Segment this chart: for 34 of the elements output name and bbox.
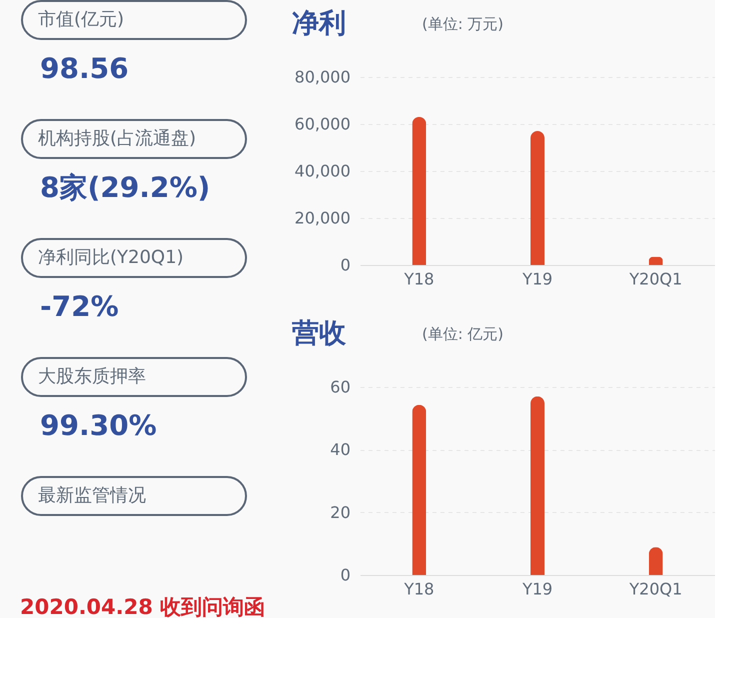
text: 机构持股(占流通盘) <box>38 128 196 149</box>
text: 大股东质押率 <box>38 366 146 387</box>
y-tick-label: 40 <box>330 440 350 460</box>
chart-subtitle: (单位: 万元) <box>422 15 504 33</box>
bar <box>530 396 544 575</box>
x-tick-label: Y18 <box>403 270 434 288</box>
y-tick-label: 0 <box>340 566 350 584</box>
y-tick-label: 20,000 <box>294 208 350 228</box>
bar <box>648 547 663 575</box>
y-tick-label: 0 <box>340 256 350 274</box>
text: 8家(29.2%) <box>40 171 210 204</box>
text: 市值(亿元) <box>38 9 124 30</box>
text: -72% <box>40 290 119 323</box>
bar <box>530 131 544 265</box>
x-tick-label: Y20Q1 <box>628 580 682 598</box>
chart-title: 营收 <box>291 318 347 349</box>
bar <box>412 116 426 265</box>
text: 最新监管情况 <box>38 485 146 506</box>
text: 2020.04.28 收到问询函 <box>20 595 266 619</box>
x-tick-label: Y19 <box>521 270 553 288</box>
x-tick-label: Y18 <box>403 580 434 598</box>
y-tick-label: 60 <box>330 378 350 396</box>
chart-subtitle: (单位: 亿元) <box>422 325 504 343</box>
text: 净利同比(Y20Q1) <box>38 247 184 268</box>
y-tick-label: 80,000 <box>294 68 350 86</box>
text: 99.30% <box>40 409 157 442</box>
y-tick-label: 20 <box>330 502 350 522</box>
x-tick-label: Y19 <box>521 580 553 598</box>
y-tick-label: 60,000 <box>294 114 350 134</box>
text: 98.56 <box>40 52 129 85</box>
bar <box>412 404 426 575</box>
y-tick-label: 40,000 <box>294 162 350 180</box>
chart-title: 净利 <box>292 8 346 39</box>
x-tick-label: Y20Q1 <box>628 270 682 288</box>
